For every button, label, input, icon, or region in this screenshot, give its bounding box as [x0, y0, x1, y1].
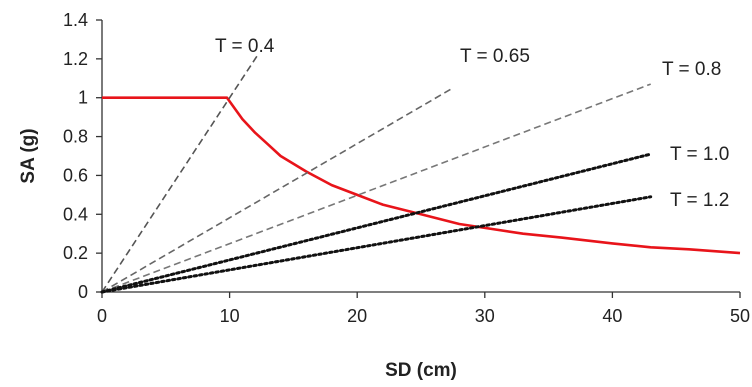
series-line-t-0-65 [101, 87, 454, 293]
capacity-curve-line [102, 96, 741, 255]
y-tick-label: 1 [78, 88, 88, 108]
x-tick-label: 40 [602, 306, 622, 326]
axes: 0 0.2 0.4 0.6 0.8 1 1.2 1.4 0 10 20 30 40 50 [63, 10, 750, 326]
period-label-2: T = 0.65 [460, 46, 530, 67]
series-line-t-0-4 [101, 54, 259, 293]
x-tick-label: 10 [220, 306, 240, 326]
y-tick-label: 0.2 [63, 243, 88, 263]
series-line-t-1-2 [100, 195, 653, 294]
y-tick-label: 0.8 [63, 127, 88, 147]
period-label-3: T = 0.8 [662, 59, 721, 80]
x-tick-label: 50 [730, 306, 750, 326]
y-tick-label: 0.4 [63, 204, 88, 224]
x-axis-title: SD (cm) [385, 360, 457, 381]
y-axis-title: SA (g) [18, 128, 39, 183]
series-line-t-0-8 [101, 83, 651, 293]
x-tick-label: 0 [97, 306, 107, 326]
y-tick-label: 1.4 [63, 10, 88, 30]
x-tick-label: 20 [347, 306, 367, 326]
labels-layer: T = 0.4 T = 0.65 T = 0.8 T = 1.0 T = 1.2 [215, 36, 729, 211]
y-tick-label: 0 [78, 282, 88, 302]
y-tick-label: 1.2 [63, 49, 88, 69]
y-tick-label: 0.6 [63, 165, 88, 185]
period-label-1: T = 0.4 [215, 36, 275, 57]
series-line-t-1-0 [100, 152, 653, 294]
series-layer [100, 54, 741, 294]
period-label-5: T = 1.2 [670, 190, 729, 211]
period-label-4: T = 1.0 [670, 144, 729, 165]
x-tick-label: 30 [475, 306, 495, 326]
